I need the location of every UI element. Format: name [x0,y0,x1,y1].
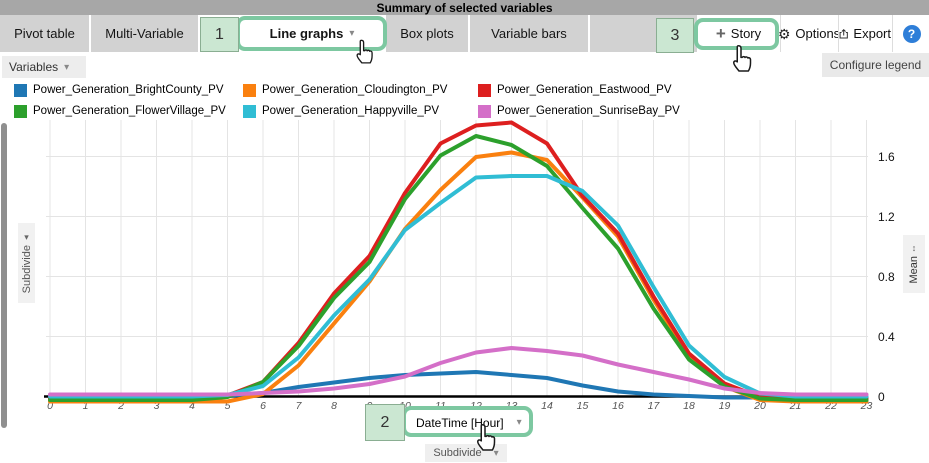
subdivide-left-axis-selector[interactable]: ▾ Subdivide [18,223,35,303]
annotation-badge-2: 2 [365,404,405,441]
svg-text:20: 20 [753,400,766,412]
svg-text:8: 8 [331,400,337,412]
tab-multi-variable[interactable]: Multi-Variable [91,15,198,52]
svg-text:14: 14 [541,400,553,412]
help-button[interactable]: ? [892,15,929,52]
legend-item[interactable]: Power_Generation_FlowerVillage_PV [14,104,226,118]
legend-item[interactable]: Power_Generation_BrightCounty_PV [14,83,224,97]
svg-text:2: 2 [117,400,124,412]
legend-swatch [478,104,491,118]
legend-swatch [14,104,27,118]
tab-box-plots[interactable]: Box plots [386,15,468,52]
annotation-badge-1: 1 [200,17,239,52]
legend-item[interactable]: Power_Generation_SunriseBay_PV [478,104,680,118]
export-icon [839,28,848,38]
svg-text:19: 19 [719,400,731,412]
tab-variable-bars[interactable]: Variable bars [470,15,588,52]
svg-text:0.4: 0.4 [878,330,895,344]
mean-axis-selector[interactable]: ↕ Mean [903,235,925,293]
legend-swatch [243,104,256,118]
x-axis-selector-datetime[interactable]: DateTime [Hour] ▾ [409,412,525,433]
annotation-badge-3: 3 [656,18,694,53]
legend-item[interactable]: Power_Generation_Cloudington_PV [243,83,447,97]
svg-text:4: 4 [189,400,195,412]
chevron-down-icon: ▾ [516,417,522,428]
svg-text:16: 16 [612,400,624,412]
svg-text:1.2: 1.2 [878,210,895,224]
svg-text:17: 17 [648,400,661,412]
chevron-down-icon: ▾ [64,61,70,73]
options-button[interactable]: ⚙ Options [777,15,840,52]
svg-text:1: 1 [83,400,89,412]
legend-item[interactable]: Power_Generation_Happyville_PV [243,104,439,118]
chevron-down-icon: ▾ [24,231,29,242]
svg-text:7: 7 [296,400,303,412]
configure-legend-button[interactable]: Configure legend [822,53,929,77]
export-button[interactable]: Export [838,15,891,52]
chevron-down-icon: ▾ [349,28,355,39]
variables-dropdown[interactable]: Variables ▾ [2,56,86,78]
svg-text:11: 11 [435,400,446,412]
chevron-down-icon: ▾ [493,447,499,459]
svg-text:0.8: 0.8 [878,270,895,284]
svg-text:1.6: 1.6 [878,150,895,164]
legend-item[interactable]: Power_Generation_Eastwood_PV [478,83,672,97]
page-title: Summary of selected variables [376,0,553,15]
tab-pivot-table[interactable]: Pivot table [0,15,89,52]
resize-vertical-icon: ↕ [911,243,917,254]
help-icon: ? [902,24,921,43]
gear-icon: ⚙ [777,25,791,42]
subdivide-bottom-dropdown[interactable]: Subdivide ▾ [425,444,507,462]
tab-line-graphs[interactable]: Line graphs ▾ [240,15,384,52]
plus-icon: + [715,24,726,43]
svg-text:13: 13 [506,400,518,412]
svg-text:5: 5 [225,400,231,412]
vertical-scrollbar[interactable] [1,123,7,428]
svg-text:15: 15 [577,400,589,412]
svg-text:18: 18 [683,400,695,412]
svg-text:0: 0 [47,400,53,412]
svg-text:0: 0 [878,390,885,404]
svg-text:12: 12 [470,400,482,412]
legend-swatch [14,83,27,97]
legend-swatch [478,83,491,97]
legend-swatch [243,83,256,97]
title-bar: Summary of selected variables [0,0,929,15]
svg-text:6: 6 [260,400,266,412]
svg-text:3: 3 [154,400,160,412]
